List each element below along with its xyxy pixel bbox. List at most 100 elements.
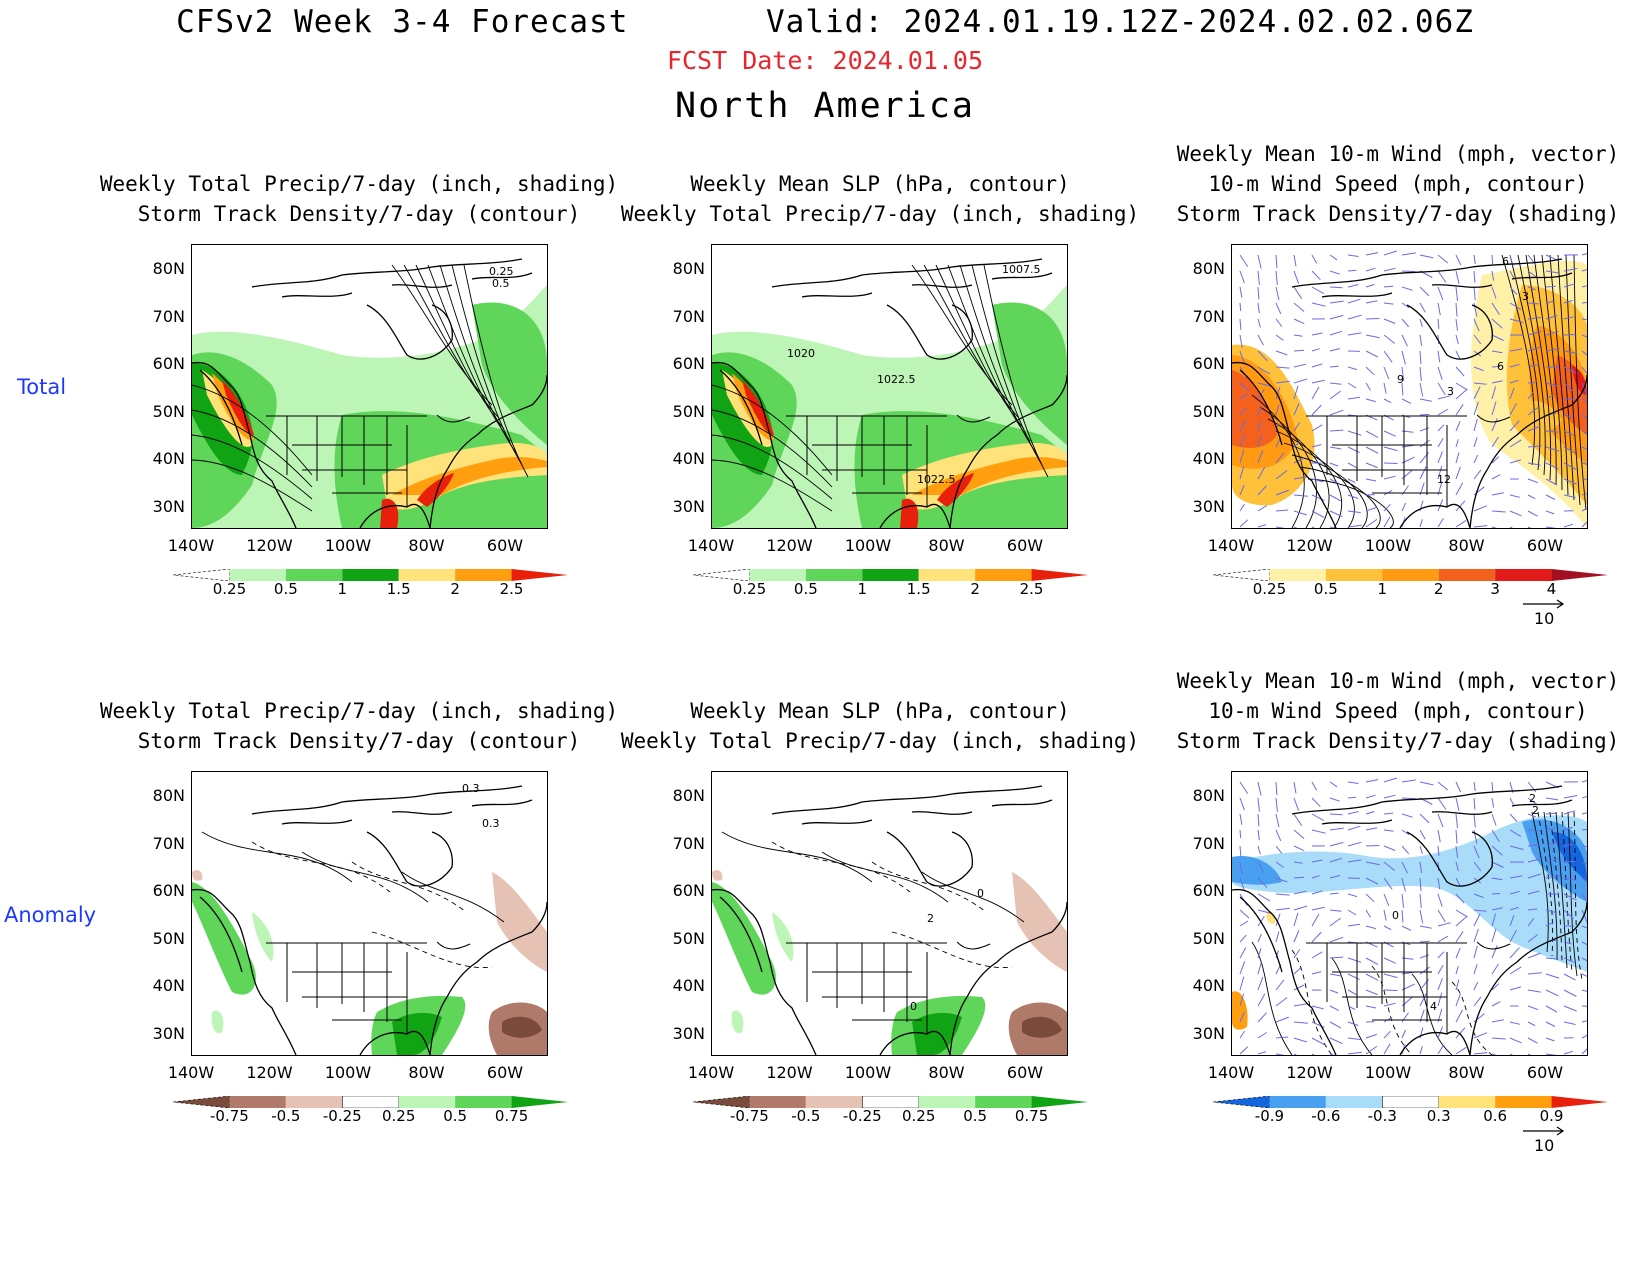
wind-vector [1545,857,1560,863]
wind-vector [1257,421,1262,432]
wind-vector [1563,1021,1576,1025]
lat-tick-label: 60N [672,354,705,373]
wind-vector [1347,396,1360,400]
colorbar-segment [1495,1096,1552,1108]
wind-vector [1257,1012,1267,1023]
wind-vector [1527,425,1541,432]
wind-vector [1347,781,1359,784]
wind-vector [1473,401,1479,416]
contour-layer [192,264,529,512]
wind-vector [1365,382,1371,391]
contour-label: 12 [1437,473,1451,486]
wind-vector [1365,318,1380,320]
lon-tick-label: 140W [687,1063,735,1082]
wind-vector [1527,813,1536,818]
contour-label: 2 [1529,792,1536,805]
wind-vector [1527,407,1538,416]
wind-vector [1455,366,1465,377]
wind-vector [1347,893,1358,898]
wind-vector [1365,252,1379,256]
wind-vector [1437,465,1443,480]
contour-label: 0 [1392,909,1399,922]
wind-vector [1257,813,1260,827]
contour-label: 9 [1397,373,1404,386]
wind-vector [1311,781,1318,791]
wind-vector [1437,437,1444,448]
wind-vector [1527,1021,1536,1027]
wind-vector [1311,890,1323,895]
wind-vector [1293,494,1308,497]
wind-vector [1329,300,1344,304]
wind-vector [1383,334,1396,344]
wind-vector [1581,893,1587,902]
wind-vector [1473,318,1480,332]
coastline [801,799,1053,825]
lat-tick-label: 40N [1192,976,1225,995]
wind-vector [1365,1033,1377,1039]
wind-vector [1275,913,1281,927]
wind-vector [1401,286,1413,291]
wind-vector [1473,996,1482,1007]
contour-line [871,861,987,913]
wind-vector [1455,334,1459,345]
wind-vector [1257,976,1264,991]
wind-vector [1275,877,1288,883]
wind-vector [1455,979,1460,991]
contour-label: 2 [1532,804,1539,817]
wind-vector [1257,781,1262,796]
contour-line [371,931,493,969]
wind-vector [1293,457,1305,464]
wind-vector [1419,993,1427,1007]
coastline [251,258,523,288]
colorbar-segment [1269,1096,1326,1108]
contour-label: 0 [910,1000,917,1013]
wind-vector [1311,859,1323,863]
wind-vector [1491,983,1500,991]
wind-vector [1347,332,1362,336]
coastline-layer [712,258,1067,528]
wind-vector [1527,797,1537,805]
lat-tick-label: 80N [1192,259,1225,278]
wind-vector [1545,1037,1555,1042]
lat-tick-label: 30N [1192,1023,1225,1043]
lat-tick-label: 50N [1192,928,1225,948]
wind-vector [1275,813,1280,828]
colorbar-label: 1 [337,580,348,598]
wind-vector [1563,989,1577,997]
wind-vector [1257,961,1262,975]
wind-vector [1275,907,1290,911]
wind-vector [1563,1005,1577,1012]
coastline-layer [1232,785,1587,1055]
wind-vector [1293,797,1300,811]
wind-vector [1311,404,1322,416]
wind-vector [1311,510,1325,519]
wind-vector [1365,478,1377,482]
wind-vector [1383,1030,1391,1039]
colorbar-segment [398,1096,456,1108]
wind-vector [1527,781,1537,793]
wind-vector [1347,973,1360,981]
wind-vector [1239,393,1249,400]
wind-vector [1383,812,1394,815]
wind-vector [1329,365,1339,368]
colorbar-label: 2.5 [499,580,524,598]
lat-tick-label: 60N [1192,881,1225,900]
wind-vector [1257,933,1262,943]
contour-line [351,861,467,913]
wind-vector [1239,254,1249,267]
state-borders [786,414,991,507]
wind-vector [1401,909,1404,923]
lon-tick-label: 80W [1448,536,1485,555]
wind-vector [1347,909,1357,916]
wind-vector [1437,424,1445,432]
wind-vector [1509,906,1519,911]
wind-vector [1275,404,1280,416]
wind-vector [1581,268,1587,272]
wind-vector [1347,254,1359,257]
wind-vector [1257,1032,1267,1039]
wind-vector [1473,1013,1485,1023]
wind-vector [1347,1005,1356,1011]
forecast-date: FCST Date: 2024.01.05 [666,46,984,75]
wind-vector [1419,813,1430,824]
wind-vector [1473,334,1482,345]
